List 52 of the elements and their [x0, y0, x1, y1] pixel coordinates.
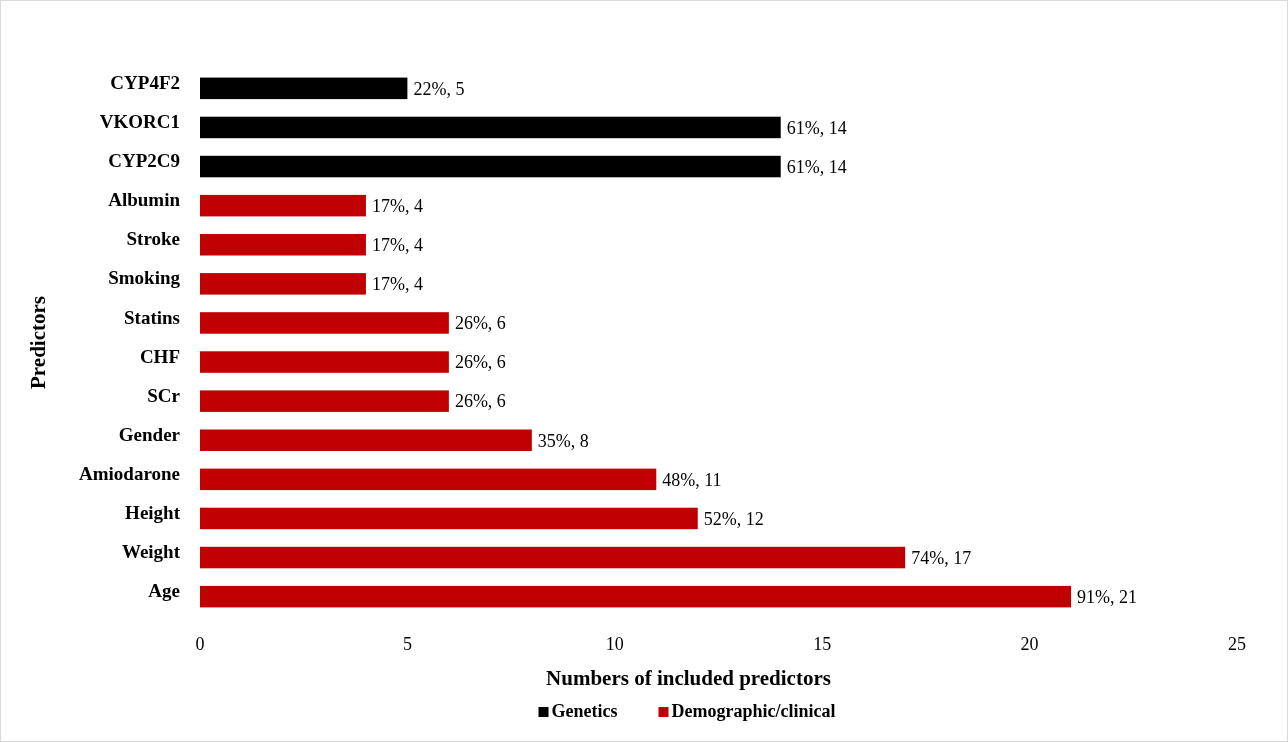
y-tick-label: Age [148, 580, 180, 602]
y-tick-label: Stroke [126, 228, 180, 250]
data-label: 26%, 6 [454, 313, 506, 334]
data-label: 22%, 5 [413, 78, 465, 99]
bar [200, 585, 1072, 608]
y-tick-label: Height [125, 502, 181, 524]
bar [200, 546, 906, 569]
bar [200, 194, 366, 217]
legend-label: Demographic/clinical [671, 701, 836, 721]
data-label: 17%, 4 [371, 274, 423, 295]
data-label: 17%, 4 [371, 235, 423, 256]
data-label: 35%, 8 [537, 430, 589, 451]
bar [200, 116, 781, 139]
legend-label: Genetics [551, 701, 618, 721]
y-tick-label: Statins [124, 306, 180, 328]
y-tick-label: Smoking [108, 267, 181, 289]
bar [200, 468, 657, 491]
bar [200, 390, 449, 412]
y-tick-label: Amiodarone [79, 463, 180, 484]
data-label: 61%, 14 [786, 156, 847, 177]
x-tick-label: 0 [195, 634, 205, 654]
y-axis-title: Predictors [26, 296, 50, 389]
data-label: 17%, 4 [371, 195, 423, 216]
x-tick-label: 15 [813, 634, 832, 654]
bar [200, 429, 532, 451]
data-label: 61%, 14 [786, 117, 847, 138]
x-tick-label: 20 [1020, 634, 1039, 654]
data-label: 91%, 21 [1077, 586, 1138, 607]
bar [200, 77, 408, 100]
bar [200, 234, 366, 256]
data-label: 52%, 12 [703, 508, 764, 529]
x-tick-label: 25 [1228, 634, 1246, 654]
y-tick-label: CYP4F2 [110, 72, 180, 93]
data-label: 74%, 17 [911, 547, 972, 568]
bar [200, 312, 449, 334]
y-tick-label: Weight [121, 541, 181, 563]
data-label: 26%, 6 [454, 352, 506, 373]
y-tick-label: Albumin [108, 189, 181, 211]
data-label: 48%, 11 [662, 469, 722, 490]
y-tick-label: SCr [147, 384, 181, 406]
y-tick-label: CYP2C9 [108, 150, 180, 172]
bar [200, 155, 781, 178]
bar [200, 351, 449, 373]
x-tick-label: 5 [402, 634, 412, 654]
x-tick-label: 10 [605, 634, 624, 654]
y-tick-label: Gender [118, 423, 181, 445]
bar [200, 273, 366, 295]
y-tick-label: CHF [139, 345, 180, 367]
y-tick-label: VKORC1 [99, 111, 180, 133]
x-axis-title: Numbers of included predictors [546, 666, 831, 690]
bar [200, 507, 698, 530]
data-label: 26%, 6 [454, 391, 506, 412]
